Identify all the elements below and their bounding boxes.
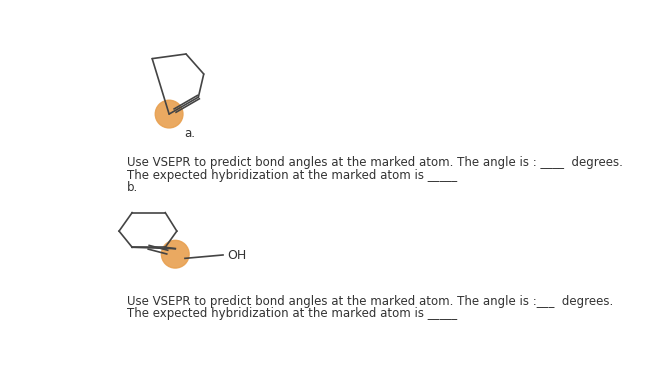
- Text: The expected hybridization at the marked atom is _____: The expected hybridization at the marked…: [126, 169, 457, 182]
- Circle shape: [156, 100, 183, 128]
- Text: OH: OH: [227, 249, 246, 262]
- Text: b.: b.: [126, 181, 138, 194]
- Text: a.: a.: [185, 127, 195, 140]
- Circle shape: [162, 240, 189, 268]
- Text: The expected hybridization at the marked atom is _____: The expected hybridization at the marked…: [126, 307, 457, 320]
- Text: Use VSEPR to predict bond angles at the marked atom. The angle is :___  degrees.: Use VSEPR to predict bond angles at the …: [126, 295, 613, 308]
- Text: Use VSEPR to predict bond angles at the marked atom. The angle is : ____  degree: Use VSEPR to predict bond angles at the …: [126, 156, 623, 169]
